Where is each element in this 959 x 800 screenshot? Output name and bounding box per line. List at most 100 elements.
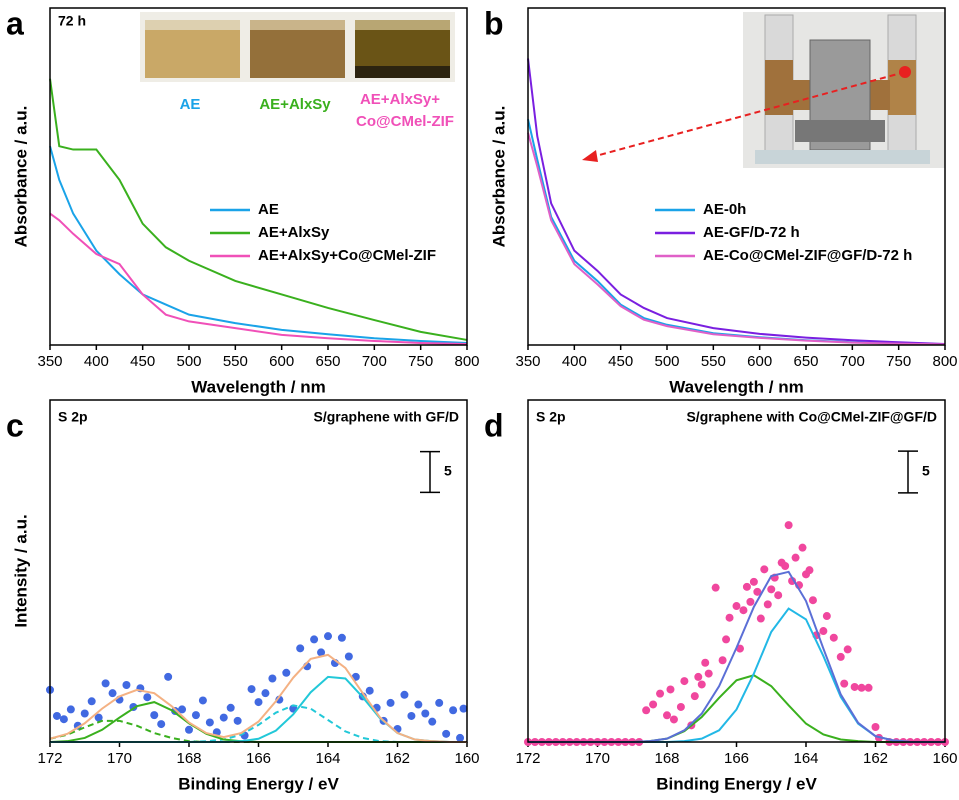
scale-bar-label: 5	[922, 463, 930, 479]
fit-curve	[528, 607, 945, 743]
data-point	[80, 709, 89, 718]
data-point	[680, 677, 689, 686]
scale-bar	[898, 450, 918, 494]
x-axis-title: Binding Energy / eV	[656, 774, 817, 793]
x-axis-title: Wavelength / nm	[669, 377, 803, 396]
fit-curve	[49, 653, 467, 743]
x-tick-label: 400	[562, 353, 587, 370]
data-point	[414, 700, 423, 709]
x-tick-label: 550	[701, 353, 726, 370]
data-point	[746, 597, 755, 606]
data-point	[690, 692, 699, 701]
data-point	[428, 717, 437, 726]
data-point	[449, 706, 458, 715]
data-point	[722, 635, 731, 644]
data-point	[753, 587, 762, 596]
data-point	[178, 705, 187, 714]
x-tick-label: 400	[84, 353, 109, 370]
data-point	[840, 679, 849, 688]
x-tick-label: 168	[654, 750, 679, 767]
data-point	[435, 698, 444, 707]
data-point	[254, 698, 263, 707]
data-line	[49, 212, 468, 345]
annotation: S 2p	[536, 409, 566, 425]
data-point	[864, 683, 873, 692]
x-tick-label: 172	[515, 750, 540, 767]
inset-photo-b	[743, 12, 945, 168]
data-point	[850, 682, 859, 691]
data-point	[282, 668, 291, 677]
data-point	[407, 711, 416, 720]
x-tick-label: 800	[454, 353, 479, 370]
data-line	[49, 145, 468, 344]
scale-bar-label: 5	[444, 463, 452, 479]
data-point	[822, 612, 831, 621]
x-tick-label: 450	[608, 353, 633, 370]
data-point	[697, 680, 706, 689]
data-point	[108, 689, 117, 698]
data-point	[760, 565, 769, 574]
data-point	[101, 679, 110, 688]
data-point	[261, 689, 270, 698]
x-tick-label: 750	[886, 353, 911, 370]
data-point	[808, 596, 817, 605]
data-point	[122, 681, 131, 689]
data-point	[143, 693, 152, 702]
x-tick-label: 160	[932, 750, 957, 767]
data-point	[718, 656, 727, 665]
data-point	[296, 644, 305, 653]
x-tick-label: 700	[840, 353, 865, 370]
data-point	[739, 606, 748, 615]
data-point	[150, 711, 159, 720]
data-point	[310, 635, 319, 644]
data-point	[669, 715, 678, 724]
data-point	[233, 716, 242, 725]
data-point	[784, 521, 793, 530]
data-point	[676, 702, 685, 711]
x-tick-label: 500	[654, 353, 679, 370]
data-point	[268, 674, 277, 683]
x-tick-label: 166	[724, 750, 749, 767]
plot-frame	[527, 399, 946, 743]
data-point	[386, 698, 395, 707]
data-point	[365, 686, 374, 695]
panel-letter: b	[484, 5, 504, 41]
fit-curve	[528, 570, 945, 743]
data-point	[171, 707, 180, 716]
data-point	[94, 713, 103, 722]
data-point	[788, 577, 797, 586]
data-point	[226, 703, 235, 712]
data-point	[649, 700, 658, 709]
plot-frame	[49, 399, 468, 743]
data-point	[164, 672, 173, 681]
data-point	[742, 582, 751, 591]
inset-label: AE+AlxSy	[259, 96, 331, 113]
annotation: 72 h	[58, 13, 86, 29]
data-point	[711, 583, 720, 592]
x-tick-label: 170	[107, 750, 132, 767]
data-point	[819, 627, 828, 636]
data-point	[666, 685, 675, 694]
data-point	[781, 561, 790, 570]
inset-label: AE+AlxSy+	[360, 91, 440, 108]
x-tick-label: 168	[176, 750, 201, 767]
data-point	[756, 614, 765, 623]
inset-label: AE	[180, 96, 201, 113]
inset-label: Co@CMel-ZIF	[356, 113, 454, 130]
data-point	[157, 720, 166, 729]
legend-label: AE-Co@CMel-ZIF@GF/D-72 h	[703, 247, 912, 264]
data-point	[857, 683, 866, 692]
legend-label: AE-0h	[703, 201, 746, 218]
data-point	[66, 705, 75, 714]
fit-curve	[50, 675, 467, 743]
annotation: S 2p	[58, 409, 88, 425]
x-tick-label: 160	[454, 750, 479, 767]
plot-frame	[527, 7, 946, 346]
x-tick-label: 170	[585, 750, 610, 767]
data-point	[400, 690, 409, 699]
data-point	[663, 711, 671, 720]
data-point	[749, 577, 758, 586]
data-point	[763, 600, 772, 609]
